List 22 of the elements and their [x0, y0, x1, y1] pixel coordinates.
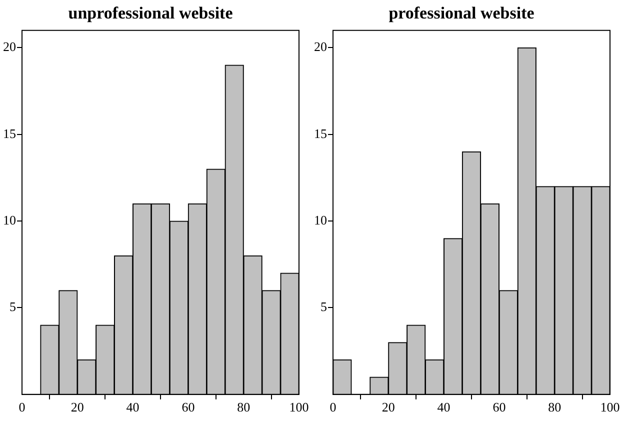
- x-tick-label: 60: [492, 400, 506, 415]
- y-tick-label: 20: [3, 39, 16, 54]
- x-tick-label: 40: [437, 400, 450, 415]
- x-tick-label: 100: [600, 400, 620, 415]
- x-tick-label: 80: [548, 400, 562, 415]
- y-tick-label: 5: [320, 299, 327, 314]
- x-tick-label: 80: [237, 400, 250, 415]
- x-tick-label: 20: [382, 400, 395, 415]
- chart-title: professional website: [388, 4, 535, 23]
- y-tick-label: 15: [314, 126, 327, 141]
- chart-title: unprofessional website: [68, 4, 234, 23]
- x-tick-label: 20: [70, 400, 84, 415]
- x-tick-label: 0: [330, 400, 336, 415]
- y-tick-label: 20: [314, 39, 327, 54]
- x-tick-label: 0: [18, 400, 26, 415]
- x-tick-label: 40: [126, 400, 140, 415]
- y-tick-label: 15: [3, 126, 16, 141]
- x-tick-label: 100: [289, 400, 309, 415]
- y-tick-label: 10: [3, 212, 16, 228]
- x-tick-label: 60: [182, 400, 195, 415]
- y-tick-label: 10: [314, 212, 327, 228]
- y-tick-label: 5: [10, 299, 16, 314]
